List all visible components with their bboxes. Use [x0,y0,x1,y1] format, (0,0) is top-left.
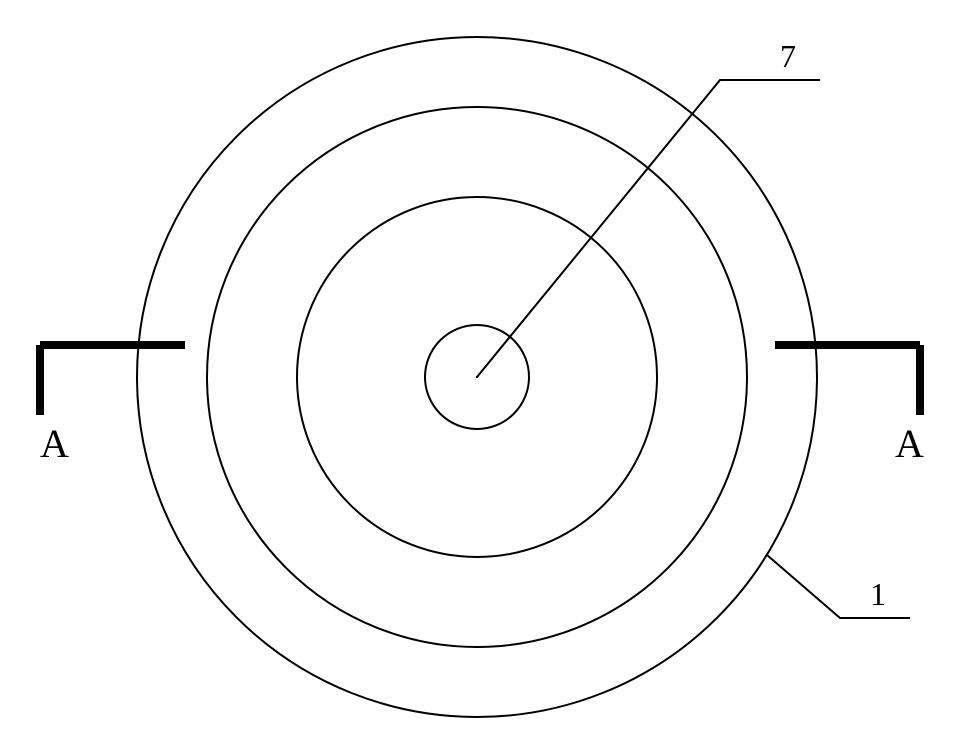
callout-7-leader [477,80,820,377]
section-label-left: A [40,420,69,467]
callout-1-leader [767,555,910,618]
callout-7-label: 7 [780,38,796,75]
callout-1-label: 1 [870,576,886,613]
section-label-right: A [895,420,924,467]
